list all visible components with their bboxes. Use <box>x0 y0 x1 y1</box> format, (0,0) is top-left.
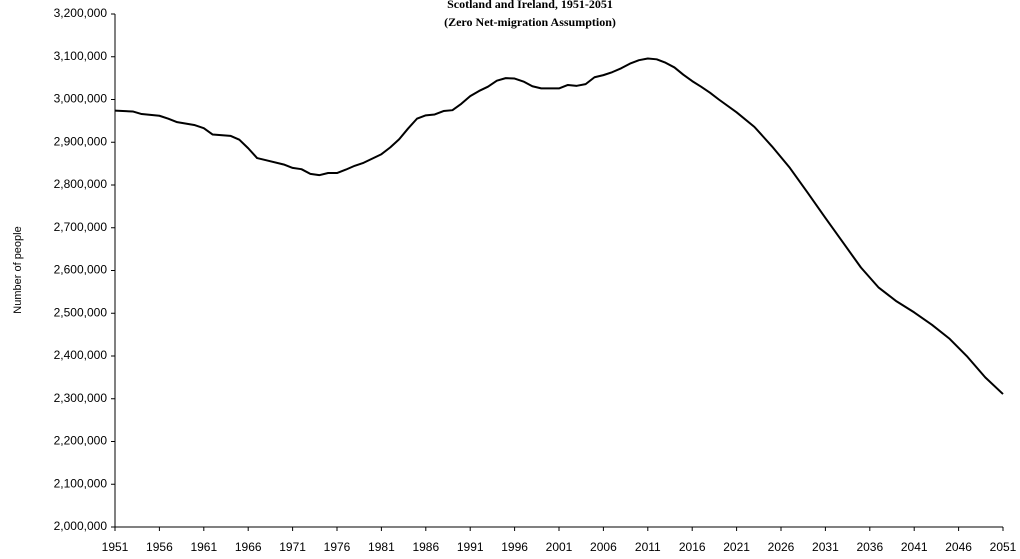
y-tick-label: 2,900,000 <box>54 134 108 148</box>
x-tick-label: 1976 <box>324 540 351 554</box>
line-series <box>114 57 1004 395</box>
x-tick-label: 2011 <box>635 540 661 554</box>
y-tick-label: 2,400,000 <box>54 348 108 362</box>
x-tick-label: 2041 <box>901 540 928 554</box>
x-tick-label: 2046 <box>945 540 972 554</box>
y-tick-label: 2,600,000 <box>54 263 108 277</box>
x-tick-label: 1951 <box>102 540 129 554</box>
y-tick-label: 3,000,000 <box>54 92 108 106</box>
y-tick-label: 2,800,000 <box>54 177 108 191</box>
x-tick-label: 2031 <box>812 540 839 554</box>
x-tick-label: 2006 <box>590 540 617 554</box>
y-tick-label: 2,100,000 <box>54 476 108 490</box>
y-tick-label: 3,100,000 <box>54 49 108 63</box>
y-tick-label: 2,000,000 <box>54 519 108 533</box>
y-axis-label: Number of people <box>12 226 24 313</box>
x-tick-label: 1966 <box>235 540 262 554</box>
x-tick-label: 1986 <box>412 540 439 554</box>
x-tick-label: 1971 <box>279 540 306 554</box>
x-tick-label: 2026 <box>768 540 795 554</box>
x-tick-label: 1981 <box>368 540 395 554</box>
y-tick-label: 3,200,000 <box>54 6 108 20</box>
y-tick-label: 2,500,000 <box>54 305 108 319</box>
x-tick-label: 1996 <box>501 540 528 554</box>
y-tick-label: 2,300,000 <box>54 391 108 405</box>
x-tick-label: 2036 <box>856 540 883 554</box>
x-tick-label: 2021 <box>723 540 750 554</box>
x-tick-label: 1956 <box>146 540 173 554</box>
x-tick-label: 1991 <box>457 540 484 554</box>
x-tick-label: 2051 <box>990 540 1017 554</box>
x-tick-label: 2016 <box>679 540 706 554</box>
y-tick-label: 2,200,000 <box>54 434 108 448</box>
x-tick-label: 1961 <box>190 540 217 554</box>
chart-title: Scotland and Ireland, 1951-2051 <box>447 0 613 11</box>
x-tick-label: 2001 <box>546 540 573 554</box>
chart-subtitle: (Zero Net-migration Assumption) <box>444 15 616 29</box>
y-tick-label: 2,700,000 <box>54 220 108 234</box>
